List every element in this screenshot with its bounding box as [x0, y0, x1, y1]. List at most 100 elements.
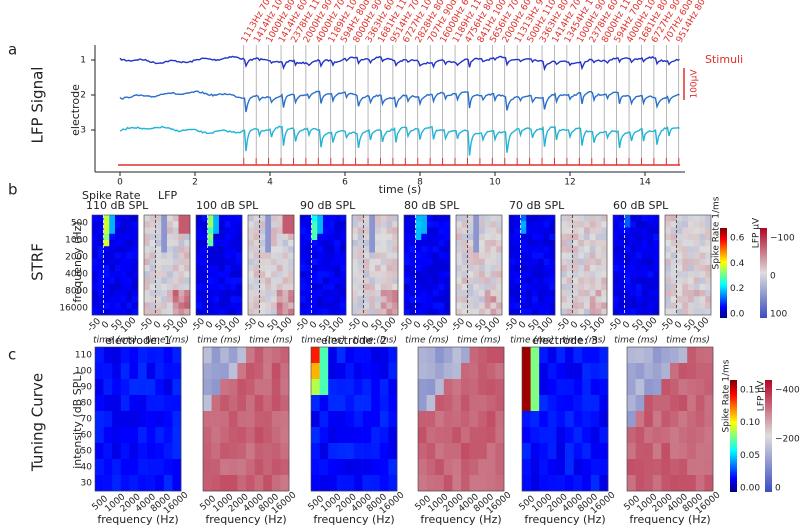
heatmap-cell	[699, 296, 706, 303]
heatmap-cell	[288, 296, 295, 303]
heatmap-cell	[443, 411, 453, 428]
heatmap-cell	[380, 302, 387, 310]
heatmap-cell	[155, 258, 162, 266]
heatmap-cell	[699, 290, 706, 297]
heatmap-cell	[618, 221, 625, 228]
heatmap-cell	[248, 290, 255, 297]
heatmap-cell	[670, 395, 679, 412]
heatmap-cell	[565, 411, 574, 428]
heatmap-cell	[184, 252, 191, 260]
heatmap-cell	[246, 475, 255, 492]
heatmap-cell	[354, 411, 363, 428]
heatmap-cell	[120, 252, 127, 260]
heatmap-cell	[647, 252, 654, 260]
heatmap-cell	[276, 215, 283, 222]
heatmap-cell	[201, 258, 208, 266]
heatmap-cell	[432, 265, 439, 272]
heatmap-cell	[112, 443, 122, 460]
heatmap-cell	[369, 265, 376, 272]
colorbar-tick: −200	[775, 435, 800, 445]
heatmap-cell	[144, 290, 151, 297]
heatmap-cell	[228, 379, 238, 396]
heatmap-cell	[224, 227, 231, 235]
heatmap-cell	[467, 265, 474, 272]
heatmap-cell	[653, 271, 660, 278]
heatmap-cell	[589, 252, 596, 260]
heatmap-cell	[496, 227, 503, 235]
heatmap-cell	[380, 283, 387, 291]
heatmap-cell	[537, 290, 544, 297]
heatmap-cell	[670, 277, 677, 285]
x-tick-label: 100	[692, 316, 711, 335]
heatmap-cell	[311, 246, 318, 253]
x-tick-label: 100	[223, 316, 242, 335]
heatmap-cell	[155, 233, 162, 241]
heatmap-cell	[95, 443, 104, 460]
heatmap-cell	[386, 277, 393, 285]
heatmap-cell	[379, 459, 389, 476]
heatmap-cell	[444, 271, 451, 278]
heatmap-cell	[547, 395, 557, 412]
heatmap-cell	[432, 308, 439, 316]
heatmap-cell	[132, 283, 139, 291]
heatmap-cell	[120, 379, 130, 396]
heatmap-cell	[526, 246, 533, 253]
y-tick-label: 40	[81, 463, 93, 473]
heatmap-cell	[323, 246, 330, 253]
heatmap-cell	[155, 290, 162, 297]
heatmap-cell	[630, 252, 637, 260]
heatmap-cell	[271, 233, 278, 241]
heatmap-cell	[705, 227, 712, 235]
heatmap-cell	[565, 443, 574, 460]
heatmap-cell	[392, 252, 399, 260]
heatmap-cell	[526, 227, 533, 235]
heatmap-cell	[228, 459, 238, 476]
heatmap-cell	[573, 475, 583, 492]
heatmap-cell	[641, 296, 648, 303]
heatmap-cell	[386, 252, 393, 260]
heatmap-cell	[115, 240, 122, 247]
heatmap-cell	[547, 459, 557, 476]
heatmap-cell	[526, 240, 533, 247]
heatmap-cell	[336, 427, 346, 444]
heatmap-cell	[522, 395, 531, 412]
heatmap-cell	[496, 252, 503, 260]
heatmap-cell	[595, 227, 602, 235]
heatmap-cell	[484, 221, 491, 228]
heatmap-cell	[705, 252, 712, 260]
heatmap-cell	[228, 395, 238, 412]
heatmap-cell	[172, 296, 179, 303]
heatmap-cell	[461, 459, 470, 476]
heatmap-cell	[695, 411, 705, 428]
electrode-title: electrode: 3	[532, 334, 598, 347]
heatmap-cell	[375, 302, 382, 310]
heatmap-cell	[167, 240, 174, 247]
heatmap-cell	[103, 459, 113, 476]
heatmap-cell	[469, 427, 479, 444]
heatmap-cell	[601, 283, 608, 291]
heatmap-cell	[601, 290, 608, 297]
heatmap-cell	[549, 215, 556, 222]
heatmap-cell	[230, 221, 237, 228]
heatmap-cell	[556, 443, 566, 460]
heatmap-cell	[236, 227, 243, 235]
heatmap-cell	[520, 258, 527, 266]
heatmap-cell	[509, 302, 516, 310]
colorbar-tick: 0.2	[730, 284, 744, 294]
heatmap-frame	[91, 214, 139, 316]
heatmap-cell	[220, 379, 230, 396]
heatmap-cell	[375, 283, 382, 291]
heatmap-cell	[340, 215, 347, 222]
heatmap-cell	[589, 308, 596, 316]
heatmap-frame	[455, 214, 503, 316]
heatmap-cell	[386, 265, 393, 272]
heatmap-cell	[514, 308, 521, 316]
heatmap-cell	[392, 308, 399, 316]
heatmap-cell	[388, 411, 398, 428]
heatmap-cell	[97, 265, 104, 272]
heatmap-cell	[103, 443, 113, 460]
heatmap-cell	[263, 475, 273, 492]
heatmap-cell	[288, 290, 295, 297]
heatmap-cell	[362, 475, 372, 492]
heatmap-cell	[426, 443, 436, 460]
